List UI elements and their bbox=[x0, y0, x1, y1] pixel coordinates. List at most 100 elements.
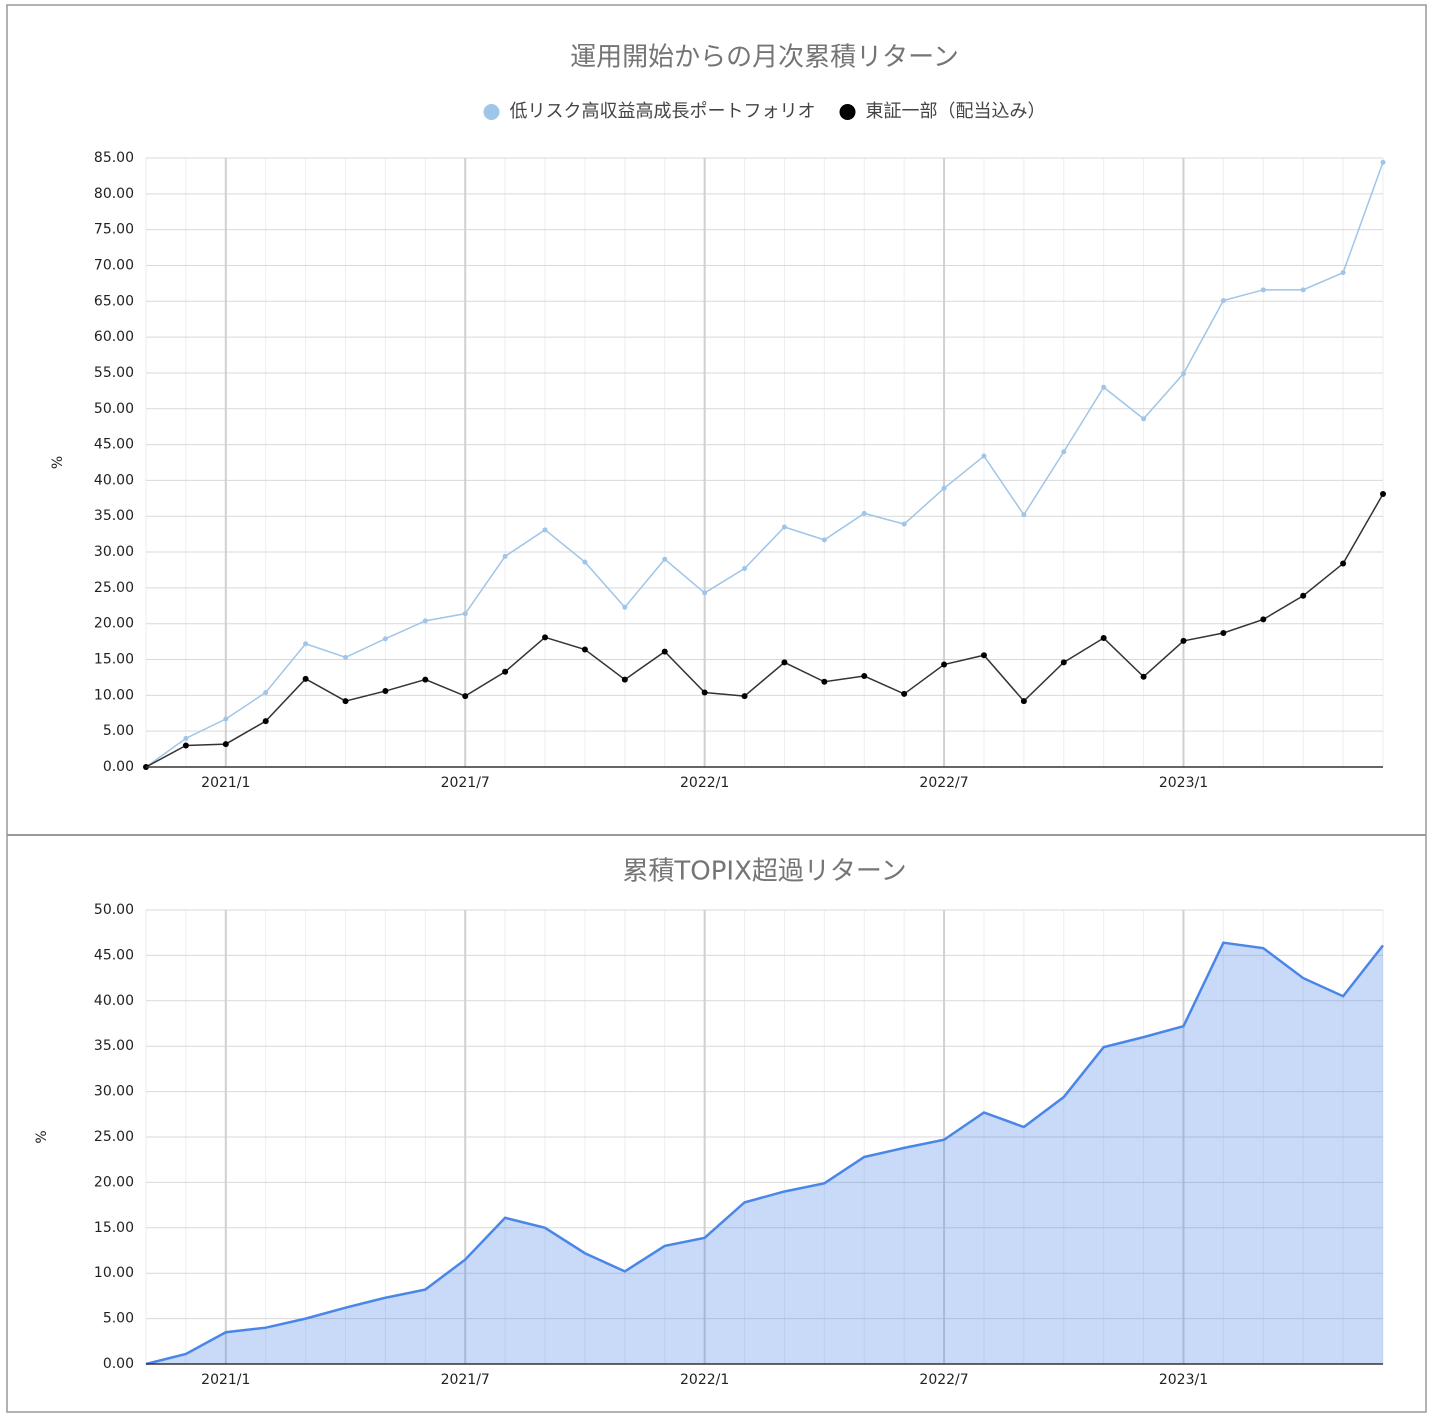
point bbox=[1100, 635, 1107, 642]
y-tick-label: 65.00 bbox=[94, 293, 134, 309]
x-tick-label: 2021/1 bbox=[201, 775, 250, 791]
y-tick-label: 20.00 bbox=[94, 1174, 134, 1190]
point bbox=[1220, 298, 1226, 304]
point bbox=[1061, 449, 1067, 455]
point bbox=[981, 453, 987, 459]
point bbox=[1340, 270, 1346, 276]
point bbox=[901, 690, 908, 697]
y-tick-label: 5.00 bbox=[103, 1311, 134, 1327]
x-tick-label: 2021/7 bbox=[441, 1372, 490, 1388]
point bbox=[621, 676, 628, 683]
series-line bbox=[145, 162, 1384, 768]
point bbox=[263, 689, 269, 695]
legend-label: 低リスク高収益高成長ポートフォリオ bbox=[510, 101, 816, 122]
y-tick-label: 15.00 bbox=[94, 1220, 134, 1236]
point bbox=[1101, 384, 1107, 390]
y-tick-label: 50.00 bbox=[94, 401, 134, 417]
point bbox=[781, 524, 787, 530]
point bbox=[303, 641, 309, 647]
y-tick-label: 25.00 bbox=[94, 580, 134, 596]
y-tick-label: 40.00 bbox=[94, 993, 134, 1009]
point bbox=[1180, 637, 1187, 644]
point bbox=[182, 742, 189, 749]
point bbox=[542, 634, 549, 641]
point bbox=[861, 510, 867, 516]
y-tick-label: 15.00 bbox=[94, 652, 134, 668]
y-tick-label: 80.00 bbox=[94, 186, 134, 202]
point bbox=[1380, 491, 1386, 498]
y-tick-label: 50.00 bbox=[94, 902, 134, 918]
point bbox=[302, 675, 309, 682]
y-tick-label: 45.00 bbox=[94, 437, 134, 453]
x-tick-label: 2021/7 bbox=[441, 775, 490, 791]
chart-title: 累積TOPIX超過リターン bbox=[622, 857, 906, 887]
point bbox=[581, 646, 588, 653]
x-tick-label: 2022/1 bbox=[680, 1372, 729, 1388]
y-tick-label: 5.00 bbox=[103, 723, 134, 739]
point bbox=[462, 693, 469, 700]
point bbox=[1060, 659, 1067, 666]
point bbox=[1140, 673, 1147, 680]
y-tick-label: 30.00 bbox=[94, 1084, 134, 1100]
point bbox=[742, 566, 748, 572]
y-axis-label: % bbox=[34, 1130, 50, 1143]
x-tick-label: 2021/1 bbox=[201, 1372, 250, 1388]
y-tick-label: 0.00 bbox=[103, 1356, 134, 1372]
point bbox=[1141, 416, 1147, 422]
point bbox=[422, 618, 428, 624]
point bbox=[821, 537, 827, 543]
y-tick-label: 10.00 bbox=[94, 1265, 134, 1281]
point bbox=[343, 654, 349, 660]
point bbox=[502, 668, 509, 675]
y-tick-label: 45.00 bbox=[94, 947, 134, 963]
point bbox=[980, 652, 987, 659]
point bbox=[1260, 616, 1267, 623]
y-tick-label: 25.00 bbox=[94, 1129, 134, 1145]
point bbox=[702, 590, 708, 596]
x-tick-label: 2023/1 bbox=[1159, 1372, 1208, 1388]
point bbox=[183, 735, 189, 741]
x-tick-label: 2023/1 bbox=[1159, 775, 1208, 791]
point bbox=[342, 698, 349, 705]
point bbox=[941, 485, 947, 491]
point bbox=[1220, 630, 1227, 637]
y-tick-label: 70.00 bbox=[94, 257, 134, 273]
point bbox=[382, 688, 389, 695]
y-tick-label: 60.00 bbox=[94, 329, 134, 345]
y-tick-label: 30.00 bbox=[94, 544, 134, 560]
point bbox=[502, 553, 508, 559]
point bbox=[741, 693, 748, 700]
legend-label: 東証一部（配当込み） bbox=[866, 101, 1046, 122]
y-tick-label: 75.00 bbox=[94, 222, 134, 238]
y-tick-label: 40.00 bbox=[94, 472, 134, 488]
series-line bbox=[145, 941, 1384, 1366]
point bbox=[1340, 560, 1347, 567]
point bbox=[1380, 159, 1386, 165]
y-tick-label: 35.00 bbox=[94, 508, 134, 524]
point bbox=[661, 648, 668, 655]
y-tick-label: 20.00 bbox=[94, 616, 134, 632]
point bbox=[662, 556, 668, 562]
point bbox=[781, 659, 788, 666]
legend-marker bbox=[839, 104, 856, 120]
x-tick-label: 2022/7 bbox=[919, 775, 968, 791]
chart-title: 運用開始からの月次累積リターン bbox=[570, 43, 959, 73]
y-axis-label: % bbox=[50, 456, 66, 469]
y-tick-label: 55.00 bbox=[94, 365, 134, 381]
y-tick-label: 0.00 bbox=[103, 759, 134, 775]
point bbox=[542, 527, 548, 533]
point bbox=[821, 678, 828, 685]
point bbox=[1300, 592, 1307, 599]
point bbox=[1021, 512, 1027, 518]
point bbox=[1300, 287, 1306, 293]
point bbox=[941, 661, 948, 668]
y-tick-label: 10.00 bbox=[94, 687, 134, 703]
point bbox=[1180, 371, 1186, 377]
x-tick-label: 2022/1 bbox=[680, 775, 729, 791]
point bbox=[462, 611, 468, 617]
point bbox=[901, 521, 907, 527]
legend-marker bbox=[483, 104, 500, 120]
y-tick-label: 85.00 bbox=[94, 150, 134, 166]
point bbox=[262, 718, 269, 725]
